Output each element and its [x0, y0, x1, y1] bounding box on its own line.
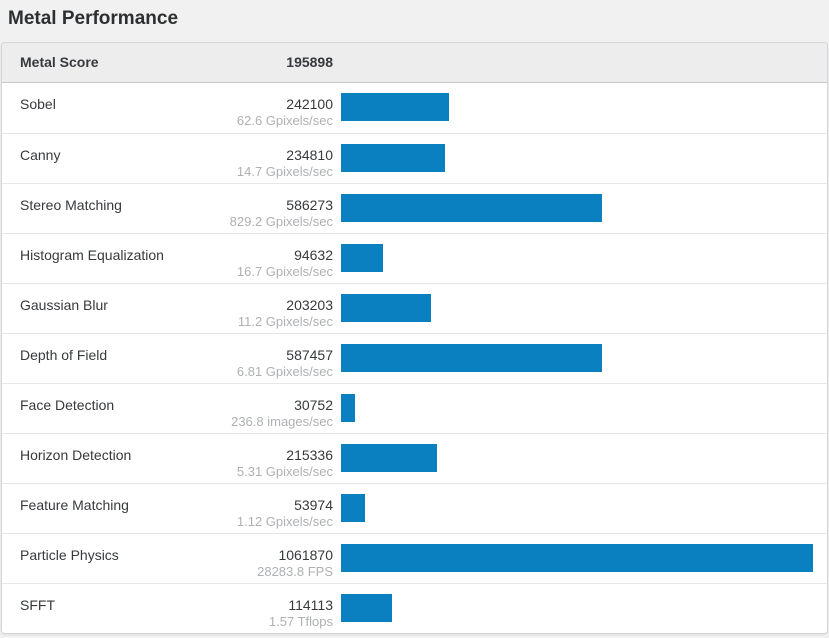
score-bar [341, 144, 446, 172]
benchmark-score-cell: 1061870 28283.8 FPS [183, 534, 333, 581]
benchmark-name: Horizon Detection [20, 447, 132, 463]
score-bar [341, 444, 437, 472]
metal-score-header-row: Metal Score 195898 [2, 43, 827, 83]
rows-container: Sobel 242100 62.6 Gpixels/sec Canny 2348… [2, 83, 827, 633]
bar-track [341, 244, 813, 272]
benchmark-score: 203203 [286, 297, 333, 313]
bar-track [341, 93, 813, 121]
score-bar [341, 93, 449, 121]
benchmark-name: Histogram Equalization [20, 247, 164, 263]
benchmark-name: Particle Physics [20, 547, 119, 563]
benchmark-score: 234810 [286, 147, 333, 163]
benchmark-score-cell: 215336 5.31 Gpixels/sec [183, 434, 333, 481]
score-bar [341, 244, 384, 272]
bar-track [341, 394, 813, 422]
benchmark-rate: 16.7 Gpixels/sec [236, 264, 333, 280]
benchmark-score-cell: 114113 1.57 Tflops [183, 584, 333, 631]
bar-track [341, 194, 813, 222]
benchmark-rate: 1.57 Tflops [268, 614, 333, 630]
header-bar-spacer [341, 54, 813, 82]
benchmark-score: 53974 [294, 497, 333, 513]
benchmark-score: 30752 [294, 397, 333, 413]
benchmark-name: Canny [20, 147, 61, 163]
benchmark-score-cell: 234810 14.7 Gpixels/sec [183, 134, 333, 181]
benchmark-name: Face Detection [20, 397, 115, 413]
bar-track [341, 144, 813, 172]
benchmark-score-cell: 587457 6.81 Gpixels/sec [183, 334, 333, 381]
benchmark-rate: 6.81 Gpixels/sec [236, 364, 333, 380]
bar-track [341, 294, 813, 322]
metal-score-value: 195898 [286, 54, 333, 71]
benchmark-name: Depth of Field [20, 347, 108, 363]
benchmark-row-depth-of-field: Depth of Field 587457 6.81 Gpixels/sec [2, 333, 827, 383]
benchmark-row-gaussian-blur: Gaussian Blur 203203 11.2 Gpixels/sec [2, 283, 827, 333]
benchmark-results-card: Metal Score 195898 Sobel 242100 62.6 Gpi… [1, 42, 828, 634]
benchmark-name: SFFT [20, 597, 55, 613]
benchmark-name: Gaussian Blur [20, 297, 108, 313]
benchmark-row-histogram-equalization: Histogram Equalization 94632 16.7 Gpixel… [2, 233, 827, 283]
score-bar [341, 544, 813, 572]
benchmark-score: 587457 [286, 347, 333, 363]
benchmark-score-cell: 203203 11.2 Gpixels/sec [183, 284, 333, 331]
benchmark-score-cell: 94632 16.7 Gpixels/sec [183, 234, 333, 281]
bar-track [341, 494, 813, 522]
benchmark-rate: 236.8 images/sec [231, 414, 333, 430]
benchmark-score: 94632 [294, 247, 333, 263]
bar-track [341, 444, 813, 472]
benchmark-row-horizon-detection: Horizon Detection 215336 5.31 Gpixels/se… [2, 433, 827, 483]
benchmark-score-cell: 53974 1.12 Gpixels/sec [183, 484, 333, 531]
score-bar [341, 294, 432, 322]
benchmark-score-cell: 586273 829.2 Gpixels/sec [183, 184, 333, 231]
benchmark-rate: 62.6 Gpixels/sec [236, 113, 333, 129]
benchmark-name: Feature Matching [20, 497, 129, 513]
benchmark-rate: 28283.8 FPS [257, 564, 333, 580]
benchmark-row-canny: Canny 234810 14.7 Gpixels/sec [2, 133, 827, 183]
benchmark-score: 586273 [286, 197, 333, 213]
metal-score-label: Metal Score [20, 54, 99, 71]
benchmark-row-particle-physics: Particle Physics 1061870 28283.8 FPS [2, 533, 827, 583]
benchmark-rate: 829.2 Gpixels/sec [229, 214, 333, 230]
metal-score-cell: 195898 [183, 54, 333, 70]
benchmark-score: 114113 [288, 597, 333, 613]
benchmark-row-sobel: Sobel 242100 62.6 Gpixels/sec [2, 83, 827, 133]
score-bar [341, 494, 365, 522]
benchmark-score: 1061870 [278, 547, 333, 563]
score-bar [341, 394, 355, 422]
benchmark-row-feature-matching: Feature Matching 53974 1.12 Gpixels/sec [2, 483, 827, 533]
benchmark-rate: 11.2 Gpixels/sec [237, 314, 333, 330]
score-bar [341, 194, 602, 222]
bar-track [341, 544, 813, 572]
score-bar [341, 594, 392, 622]
benchmark-row-face-detection: Face Detection 30752 236.8 images/sec [2, 383, 827, 433]
benchmark-name: Sobel [20, 96, 56, 112]
benchmark-score-cell: 30752 236.8 images/sec [183, 384, 333, 431]
benchmark-score: 242100 [286, 96, 333, 112]
score-bar [341, 344, 603, 372]
benchmark-score: 215336 [286, 447, 333, 463]
bar-track [341, 594, 813, 622]
benchmark-row-stereo-matching: Stereo Matching 586273 829.2 Gpixels/sec [2, 183, 827, 233]
page-title: Metal Performance [8, 8, 179, 29]
benchmark-rate: 14.7 Gpixels/sec [236, 164, 333, 180]
benchmark-row-sfft: SFFT 114113 1.57 Tflops [2, 583, 827, 633]
benchmark-rate: 1.12 Gpixels/sec [236, 514, 333, 530]
bar-track [341, 344, 813, 372]
benchmark-score-cell: 242100 62.6 Gpixels/sec [183, 83, 333, 130]
benchmark-rate: 5.31 Gpixels/sec [236, 464, 333, 480]
benchmark-name: Stereo Matching [20, 197, 122, 213]
